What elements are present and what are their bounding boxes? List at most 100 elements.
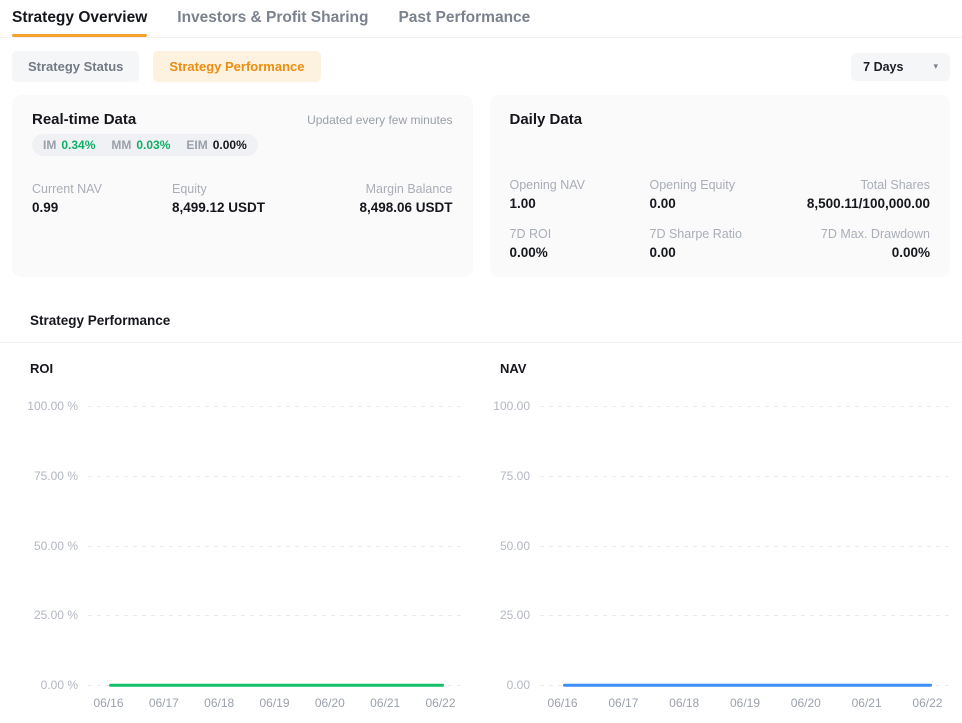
subtab-strategy-performance[interactable]: Strategy Performance xyxy=(153,51,321,82)
stat-label: Current NAV xyxy=(32,182,102,196)
roi-line xyxy=(108,683,445,687)
stat-7d-sharpe-ratio: 7D Sharpe Ratio 0.00 xyxy=(650,227,821,260)
nav-chart: NAV 100.00 75.00 50.00 25.00 0.00 06/16 06/17… xyxy=(481,361,962,712)
badge-value: 0.00% xyxy=(212,138,247,152)
stat-value: 0.00 xyxy=(649,196,676,211)
plot-area: 100.00 % 75.00 % 50.00 % 25.00 % 0.00 % xyxy=(27,399,461,692)
chart-title: ROI xyxy=(30,361,54,376)
x-axis-label: 06/17 xyxy=(608,696,639,710)
x-axis-label: 06/20 xyxy=(790,696,821,710)
stat-value: 0.00% xyxy=(509,245,548,260)
margin-badge-mm: MM 0.03% xyxy=(111,138,170,152)
sub-tabs: Strategy Status Strategy Performance xyxy=(12,51,321,82)
stat-value: 0.99 xyxy=(32,200,59,215)
nav-line xyxy=(562,683,932,687)
x-axis-label: 06/16 xyxy=(93,696,124,710)
daily-card-title: Daily Data xyxy=(509,111,583,128)
period-select-value: 7 Days xyxy=(863,59,904,74)
stat-7d-roi: 7D ROI 0.00% xyxy=(510,227,650,260)
stat-margin-balance: Margin Balance 8,498.06 USDT xyxy=(359,182,452,215)
y-axis-label: 25.00 xyxy=(499,608,530,623)
chart-title: NAV xyxy=(500,361,527,376)
x-axis: 06/16 06/17 06/18 06/19 06/20 06/21 06/22 xyxy=(540,696,950,712)
tab-investors-profit-sharing[interactable]: Investors & Profit Sharing xyxy=(177,9,369,26)
realtime-card-title: Real-time Data xyxy=(32,111,137,128)
y-axis-label: 25.00 % xyxy=(33,608,78,623)
y-axis-label: 0.00 xyxy=(506,678,530,692)
stat-value: 8,498.06 USDT xyxy=(359,200,453,215)
stat-value: 0.00 xyxy=(649,245,676,260)
y-axis-label: 50.00 % xyxy=(33,538,78,553)
stat-current-nav: Current NAV 0.99 xyxy=(32,182,172,215)
period-select[interactable]: 7 Days ▾ xyxy=(851,52,950,81)
stat-label: 7D ROI xyxy=(509,227,552,241)
x-axis-label: 06/22 xyxy=(912,696,943,710)
charts-row: ROI 100.00 % 75.00 % 50.00 % 25.00 % 0.00 % … xyxy=(0,361,962,712)
stat-label: Equity xyxy=(172,182,207,196)
x-axis-label: 06/19 xyxy=(259,696,290,710)
subtab-strategy-status[interactable]: Strategy Status xyxy=(12,51,140,82)
stat-label: Opening NAV xyxy=(509,178,586,192)
y-axis-label: 75.00 % xyxy=(33,468,78,483)
stat-label: Total Shares xyxy=(860,178,930,192)
sub-bar: Strategy Status Strategy Performance 7 Da… xyxy=(12,51,950,82)
realtime-stats: Current NAV 0.99 Equity 8,499.12 USDT Margin… xyxy=(32,182,453,215)
x-axis-label: 06/21 xyxy=(370,696,401,710)
x-axis-label: 06/19 xyxy=(729,696,761,710)
stat-7d-max-drawdown: 7D Max. Drawdown 0.00% xyxy=(821,227,930,260)
tab-past-performance[interactable]: Past Performance xyxy=(398,9,531,26)
x-axis-label: 06/18 xyxy=(204,696,235,710)
x-axis: 06/16 06/17 06/18 06/19 06/20 06/21 06/22 xyxy=(88,696,461,712)
stat-equity: Equity 8,499.12 USDT xyxy=(172,182,359,215)
margin-badge-eim: EIM 0.00% xyxy=(186,138,246,152)
tab-strategy-overview[interactable]: Strategy Overview xyxy=(12,9,148,37)
margin-badges: IM 0.34% MM 0.03% EIM 0.00% xyxy=(32,134,258,156)
stat-opening-equity: Opening Equity 0.00 xyxy=(650,178,807,211)
gridline xyxy=(88,545,461,547)
chevron-down-icon: ▾ xyxy=(933,61,938,71)
x-axis-label: 06/20 xyxy=(314,696,345,710)
y-axis-label: 100.00 % xyxy=(27,399,78,413)
daily-data-card: Daily Data Opening NAV 1.00 Opening Equity… xyxy=(489,95,950,277)
gridline xyxy=(540,615,950,617)
y-axis-label: 75.00 xyxy=(499,468,530,483)
margin-badge-im: IM 0.34% xyxy=(43,138,95,152)
strategy-performance-section: Strategy Performance ROI 100.00 % 75.00 %… xyxy=(0,313,962,712)
gridline xyxy=(540,475,950,477)
data-cards-row: Real-time Data Updated every few minutes… xyxy=(12,95,950,277)
stat-value: 8,499.12 USDT xyxy=(172,200,266,215)
plot-area: 100.00 75.00 50.00 25.00 0.00 xyxy=(493,399,950,692)
stat-value: 0.00% xyxy=(891,245,930,260)
realtime-data-card: Real-time Data Updated every few minutes… xyxy=(12,95,473,277)
gridline xyxy=(540,545,950,547)
y-axis-label: 0.00 % xyxy=(40,678,78,692)
stat-label: Margin Balance xyxy=(365,182,453,196)
x-axis-label: 06/17 xyxy=(148,696,179,710)
stat-label: 7D Sharpe Ratio xyxy=(649,227,742,241)
badge-label: MM xyxy=(111,138,132,152)
updated-note: Updated every few minutes xyxy=(307,113,453,127)
top-tabs: Strategy Overview Investors & Profit Shar… xyxy=(0,0,962,38)
badge-label: IM xyxy=(43,138,57,152)
stat-label: Opening Equity xyxy=(649,178,735,192)
badge-label: EIM xyxy=(186,138,208,152)
y-axis-label: 50.00 xyxy=(499,538,530,553)
x-axis-label: 06/18 xyxy=(669,696,700,710)
stat-label: 7D Max. Drawdown xyxy=(820,227,930,241)
section-title: Strategy Performance xyxy=(30,313,171,328)
badge-value: 0.03% xyxy=(136,138,171,152)
stat-total-shares: Total Shares 8,500.11/100,000.00 xyxy=(807,178,930,211)
y-axis-label: 100.00 xyxy=(493,399,530,413)
gridline xyxy=(540,406,950,407)
x-axis-label: 06/22 xyxy=(425,696,456,710)
section-divider xyxy=(0,342,962,343)
daily-stats-row-2: 7D ROI 0.00% 7D Sharpe Ratio 0.00 7D Max. Dr… xyxy=(510,227,931,260)
gridline xyxy=(88,475,461,477)
stat-value: 1.00 xyxy=(509,196,536,211)
x-axis-label: 06/21 xyxy=(851,696,882,710)
gridline xyxy=(88,615,461,617)
daily-stats-row-1: Opening NAV 1.00 Opening Equity 0.00 Total S… xyxy=(510,178,931,211)
stat-value: 8,500.11/100,000.00 xyxy=(806,196,930,211)
badge-value: 0.34% xyxy=(61,138,96,152)
x-axis-label: 06/16 xyxy=(547,696,578,710)
